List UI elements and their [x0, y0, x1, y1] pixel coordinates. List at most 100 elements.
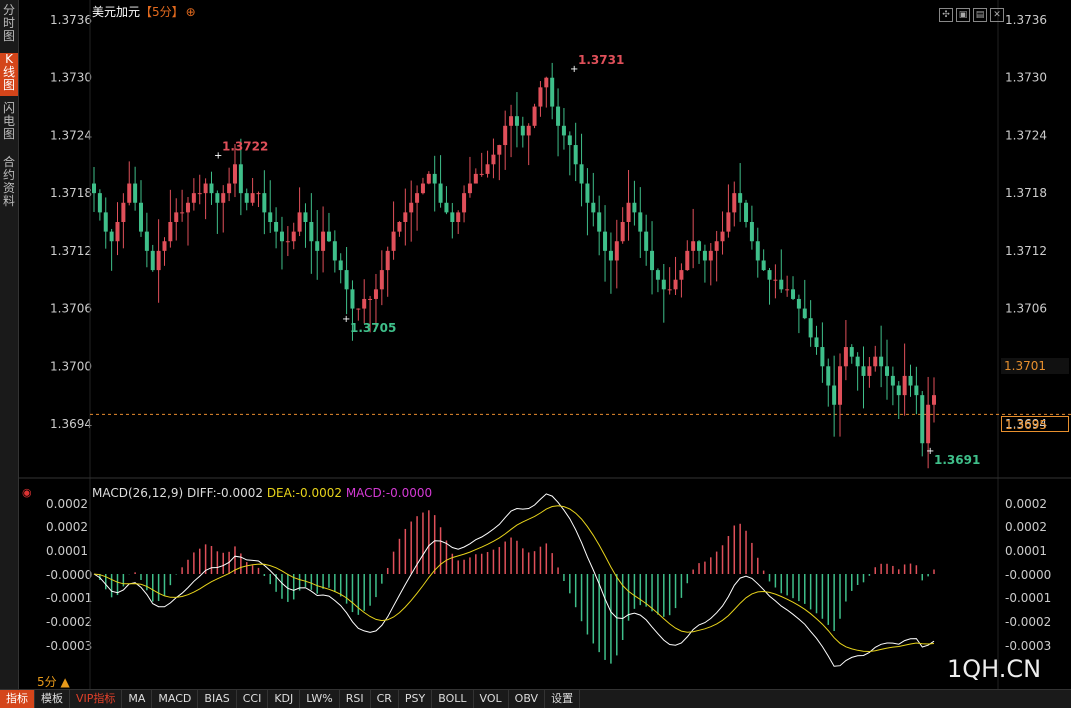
- candlestick-chart[interactable]: 1.3736 1.3736 1.3730 1.3730 1.3724 1.3724 1.37…: [0, 0, 1071, 480]
- toolbar-button-0[interactable]: 指标: [0, 690, 35, 708]
- tab-contract-info[interactable]: 合约资料: [2, 155, 15, 208]
- candle-body: [256, 193, 261, 195]
- candle-body: [368, 298, 373, 300]
- candle-body: [462, 193, 467, 213]
- toolbar-button-14[interactable]: OBV: [509, 690, 546, 708]
- candle-body: [497, 145, 502, 155]
- candle-body: [932, 395, 936, 405]
- candle-body: [855, 356, 860, 367]
- close-icon[interactable]: ✕: [990, 8, 1004, 22]
- candle-body: [520, 125, 525, 136]
- toolbar-button-15[interactable]: 设置: [545, 690, 581, 708]
- candle-body: [761, 260, 766, 271]
- candle-body: [526, 125, 531, 136]
- candle-body: [444, 202, 449, 213]
- collapse-icon[interactable]: ▤: [973, 8, 987, 22]
- candle-body: [356, 308, 361, 310]
- price-tick-right: 1.3730: [1005, 71, 1047, 85]
- tab-flash-chart[interactable]: 闪电图: [2, 101, 15, 141]
- toolbar-button-5[interactable]: BIAS: [198, 690, 237, 708]
- candle-body: [556, 106, 561, 126]
- macd-legend: MACD(26,12,9) DIFF:-0.0002 DEA:-0.0002 M…: [92, 486, 432, 500]
- toolbar-button-10[interactable]: CR: [371, 690, 399, 708]
- candle-body: [121, 202, 126, 222]
- toolbar-button-2[interactable]: VIP指标: [70, 690, 123, 708]
- candle-body: [209, 183, 214, 194]
- candle-body: [185, 202, 190, 213]
- extreme-label-high2: 1.3731: [578, 53, 624, 67]
- price-tick-left: 1.3718: [50, 186, 92, 200]
- toolbar-button-4[interactable]: MACD: [152, 690, 199, 708]
- macd-tick-left: 0.0002: [46, 520, 88, 534]
- candle-body: [156, 250, 161, 271]
- candle-body: [238, 164, 243, 194]
- candle-body: [567, 135, 572, 146]
- candle-body: [144, 231, 149, 251]
- toolbar-button-6[interactable]: CCI: [237, 690, 269, 708]
- candle-body: [826, 366, 831, 386]
- candle-body: [890, 375, 895, 386]
- toolbar-button-9[interactable]: RSI: [340, 690, 371, 708]
- candle-body: [291, 231, 296, 242]
- macd-dea-value: DEA:-0.0002: [266, 486, 342, 500]
- toolbar-button-11[interactable]: PSY: [399, 690, 433, 708]
- candle-body: [732, 193, 737, 213]
- plus-circle-icon[interactable]: ⊕: [185, 5, 196, 19]
- macd-tick-left: 0.0001: [46, 544, 88, 558]
- indicator-settings-icon[interactable]: ◉: [22, 486, 32, 499]
- candle-body: [373, 289, 378, 299]
- toolbar-button-8[interactable]: LW%: [300, 690, 340, 708]
- candle-body: [697, 241, 702, 251]
- toolbar-button-13[interactable]: VOL: [474, 690, 509, 708]
- extreme-marker: +: [342, 314, 350, 325]
- fullscreen-icon[interactable]: ✣: [939, 8, 953, 22]
- candle-body: [138, 202, 143, 232]
- candle-body: [820, 347, 825, 367]
- price-tick-left: 1.3700: [50, 359, 92, 373]
- candle-body: [467, 183, 472, 194]
- candle-body: [796, 298, 801, 309]
- candle-body: [597, 212, 602, 232]
- candle-body: [726, 212, 731, 232]
- candle-body: [115, 222, 120, 242]
- macd-tick-right: -0.0003: [1005, 639, 1051, 653]
- candle-body: [297, 212, 302, 232]
- tab-timeshare[interactable]: 分时图: [2, 3, 15, 43]
- candle-body: [303, 212, 308, 222]
- candle-body: [702, 250, 707, 261]
- expand-icon[interactable]: ▣: [956, 8, 970, 22]
- extreme-label-high1: 1.3722: [222, 140, 268, 154]
- candle-body: [644, 231, 649, 251]
- candle-body: [285, 241, 290, 243]
- candle-body: [673, 279, 678, 290]
- toolbar-button-7[interactable]: KDJ: [268, 690, 301, 708]
- candle-body: [561, 125, 566, 136]
- candle-body: [174, 212, 179, 222]
- candle-body: [544, 77, 549, 88]
- candle-body: [838, 366, 843, 405]
- candle-body: [162, 241, 167, 251]
- macd-tick-right: 0.0002: [1005, 497, 1047, 511]
- macd-tick-right: 0.0002: [1005, 520, 1047, 534]
- candle-body: [391, 231, 396, 251]
- toolbar-button-3[interactable]: MA: [122, 690, 153, 708]
- candle-body: [456, 212, 461, 222]
- chart-title: 美元加元【5分】 ⊕: [92, 3, 196, 20]
- period-selector[interactable]: 5分 ▲: [37, 675, 70, 689]
- candle-body: [350, 289, 355, 309]
- candle-body: [420, 183, 425, 194]
- candle-body: [608, 250, 613, 261]
- candle-body: [180, 212, 185, 214]
- candle-body: [655, 270, 660, 280]
- period-badge[interactable]: 【5分】: [140, 5, 184, 19]
- macd-chart[interactable]: 0.0002 0.0002 0.0002 0.0002 0.0001 0.0001 -0.0…: [0, 0, 1071, 689]
- candle-body: [832, 385, 837, 405]
- toolbar-button-1[interactable]: 模板: [35, 690, 70, 708]
- candle-body: [573, 145, 578, 165]
- candle-body: [579, 164, 584, 184]
- candle-body: [708, 250, 713, 261]
- candle-body: [849, 347, 854, 357]
- toolbar-button-12[interactable]: BOLL: [432, 690, 474, 708]
- candle-body: [873, 356, 878, 367]
